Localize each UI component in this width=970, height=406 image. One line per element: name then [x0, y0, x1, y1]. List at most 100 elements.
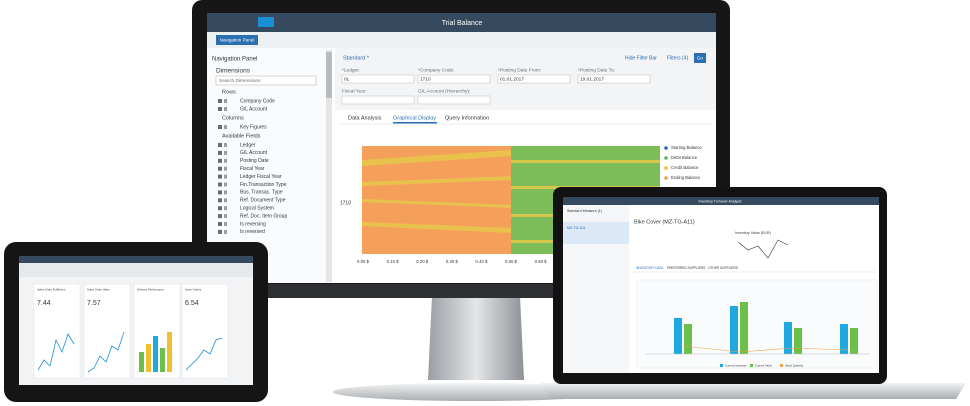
field-item[interactable]: Fin.Transaction Type [240, 182, 287, 188]
tile-title[interactable]: Delivery Performance [137, 288, 164, 292]
tile-title[interactable]: Sales Order Fulfillment [37, 288, 66, 292]
laptop-tab[interactable]: OTHER SUPPLIERS [708, 266, 738, 270]
bar-shape [730, 306, 738, 354]
field-icon [218, 107, 222, 111]
field-icon [224, 143, 227, 147]
laptop-list-item-title[interactable]: MZ-TG-A11 [567, 226, 586, 230]
search-placeholder[interactable]: Search Dimensions [219, 78, 261, 84]
field-item[interactable]: Ref. Doc. Item Group [240, 213, 287, 219]
field-item[interactable]: Key Figures [240, 124, 267, 130]
dimensions-title: Dimensions [216, 68, 251, 75]
field-input[interactable] [417, 74, 491, 84]
tab[interactable]: Query Information [445, 115, 489, 121]
tab[interactable]: Data Analysis [348, 115, 382, 121]
tile-bar [139, 352, 144, 372]
laptop-tab[interactable]: INVENTORY DATA [636, 266, 664, 270]
field-input[interactable] [577, 74, 651, 84]
field-item[interactable]: Ref. Document Type [240, 198, 286, 204]
bar-shape [740, 302, 748, 354]
nav-button-label[interactable]: Navigation Panel [220, 38, 255, 43]
hide-filter-bar[interactable]: Hide Filter Bar [625, 55, 657, 61]
tile[interactable] [181, 283, 229, 379]
legend-label: Ending Balance [671, 175, 701, 180]
tab-underline [393, 122, 437, 124]
tile[interactable] [83, 283, 131, 379]
field-item[interactable]: Fiscal Year [240, 166, 265, 172]
laptop-bars [645, 302, 870, 355]
field-item[interactable]: Ledger Fiscal Year [240, 174, 282, 180]
field-icon [218, 229, 222, 234]
field-value[interactable]: 19.01.2017 [580, 77, 604, 83]
field-input[interactable] [341, 74, 415, 84]
field-item[interactable]: Is reversed [240, 229, 265, 235]
monitor: Trial Balance Navigation Panel Navigatio… [192, 0, 730, 401]
go-button[interactable] [694, 53, 706, 63]
tile-title[interactable]: Open Orders [185, 288, 202, 292]
laptop-shell-bar [563, 197, 879, 205]
field-icon [224, 150, 227, 155]
field-value[interactable]: 01.01.2017 [500, 77, 524, 83]
nav-lists: Company Code G/L Account Key Figures Ledger… [218, 98, 287, 235]
field-label: *Posting Date From: [498, 67, 541, 73]
nav-button[interactable] [216, 35, 258, 45]
legend-label: Stock Quantity [785, 363, 804, 367]
field-item[interactable]: Is reversing [240, 221, 266, 227]
laptop-tab[interactable]: PREFERRED SUPPLIERS [667, 266, 705, 270]
tile-value[interactable]: 6.54 [185, 300, 199, 307]
laptop-kpi-label: Inventory Value (EUR) [735, 231, 771, 235]
field-icon [218, 214, 222, 219]
field-input[interactable] [497, 74, 571, 84]
field-value[interactable]: 0L [344, 77, 350, 83]
tab[interactable]: Graphical Display [393, 115, 436, 121]
bar-shape [794, 328, 802, 354]
field-icon [224, 198, 227, 203]
available-label: Available Fields [222, 133, 261, 139]
laptop-app-title: Inventory Turnover Analysis [699, 199, 742, 203]
field-icon [224, 158, 227, 163]
legend-swatch [720, 364, 723, 367]
field-item[interactable]: G/L Account [240, 106, 268, 112]
legend-dot [664, 176, 668, 180]
tile-value[interactable]: 7.44 [37, 300, 51, 307]
field-item[interactable]: Bus. Transac. Type [240, 190, 283, 196]
field-icon [224, 125, 227, 129]
variant-name[interactable]: Standard * [343, 55, 370, 61]
scrollbar-thumb[interactable] [326, 52, 332, 98]
legend-dot [664, 156, 668, 160]
field-icon [224, 166, 227, 171]
search-box[interactable] [215, 75, 317, 86]
filter-fields: *Ledger: 0L *Company Code: 1710 *Posting Dat… [341, 67, 651, 105]
laptop-tabs: INVENTORY DATA PREFERRED SUPPLIERS OTHER S… [636, 266, 738, 270]
tile-title[interactable]: Sales Order Value [87, 288, 110, 292]
field-label: *Ledger: [342, 67, 360, 73]
field-icon [218, 99, 222, 103]
field-icon [224, 190, 227, 195]
go-label[interactable]: Go [697, 56, 704, 61]
field-item[interactable]: Ledger [240, 142, 256, 148]
laptop-list-item[interactable] [563, 222, 629, 244]
field-item[interactable]: Posting Date [240, 158, 269, 164]
toolbar [207, 32, 716, 48]
columns-label: Columns [222, 115, 244, 121]
field-input[interactable] [417, 95, 491, 105]
laptop-object-title: Bike Cover (MZ-TG-A11) [634, 219, 695, 225]
field-label: *Posting Date To: [578, 67, 615, 73]
field-icon [218, 143, 222, 147]
field-input[interactable] [341, 95, 415, 105]
x-tick-label: 0.40 $ [475, 259, 488, 264]
field-item[interactable]: Logical System [240, 206, 274, 212]
legend-swatch [750, 364, 753, 367]
tile[interactable] [33, 283, 81, 379]
field-value[interactable]: 1710 [420, 77, 431, 83]
y-axis-label: 1710 [340, 200, 351, 206]
tile-value[interactable]: 7.57 [87, 300, 101, 307]
field-item[interactable]: Company Code [240, 98, 275, 104]
filters-link[interactable]: Filters (4) [667, 55, 688, 61]
shell-bar [207, 13, 716, 32]
field-icon [224, 214, 227, 219]
field-icon [218, 182, 222, 187]
x-tick-label: 0.50 $ [505, 259, 518, 264]
field-item[interactable]: G/L Account [240, 150, 268, 156]
